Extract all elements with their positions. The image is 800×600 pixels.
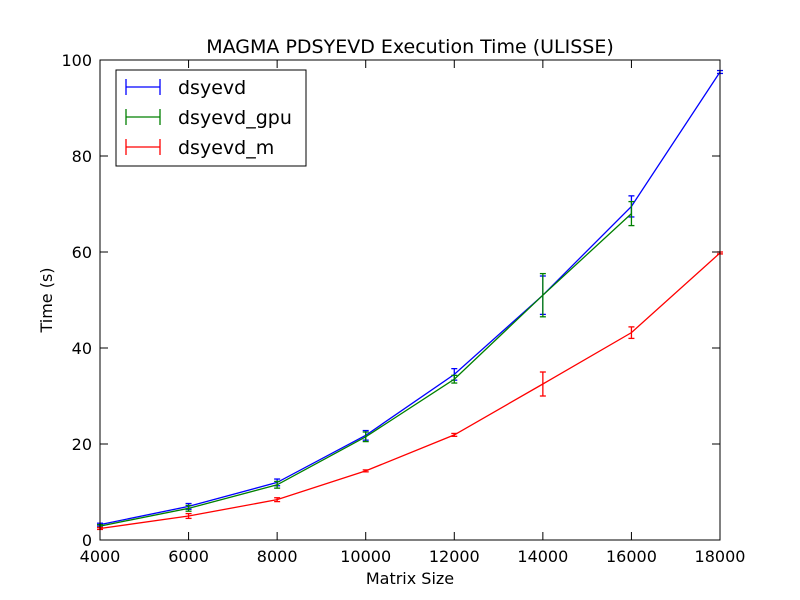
x-tick-label: 14000 [517,547,568,566]
x-tick-label: 12000 [429,547,480,566]
x-tick-label: 4000 [80,547,121,566]
y-tick-label: 60 [72,243,92,262]
chart-title: MAGMA PDSYEVD Execution Time (ULISSE) [206,36,614,58]
legend-item-dsyevd_m: dsyevd_m [125,137,274,159]
legend-frame [115,69,307,167]
error-bar-dsyevd_m-14000 [539,371,546,397]
legend: dsyevd dsyevd_gpu dsyevd_m [115,69,307,167]
error-bar-dsyevd_m-12000 [451,432,458,437]
legend-item-dsyevd_gpu: dsyevd_gpu [125,107,292,129]
series-line-dsyevd_m [99,252,721,530]
legend-item-dsyevd: dsyevd [125,77,246,99]
error-bar-dsyevd_gpu-14000 [539,272,546,318]
error-bar-dsyevd_m-8000 [274,497,281,503]
legend-label: dsyevd_m [178,137,274,159]
y-tick-label: 40 [72,339,92,358]
legend-label: dsyevd [178,77,246,99]
error-bar-dsyevd_gpu-10000 [362,431,369,443]
y-tick-label: 100 [61,51,92,70]
error-bar-dsyevd_gpu-12000 [451,374,458,384]
axis-ticks: 4000 6000 8000 10000 12000 14000 16000 18000 0 20… [61,51,745,566]
x-axis-title: Matrix Size [366,569,454,588]
error-bar-dsyevd_m-10000 [362,469,369,473]
x-tick-label: 18000 [695,547,746,566]
error-bar-dsyevd_m-6000 [185,512,192,520]
x-tick-label: 16000 [606,547,657,566]
y-axis-title: Time (s) [37,267,56,333]
error-bar-dsyevd_gpu-16000 [628,200,635,227]
y-tick-label: 20 [72,435,92,454]
x-tick-label: 10000 [340,547,391,566]
x-tick-label: 8000 [257,547,298,566]
y-tick-label: 0 [82,531,92,550]
legend-label: dsyevd_gpu [178,107,292,129]
series-line-dsyevd_gpu [99,213,632,527]
error-bar-dsyevd_m-16000 [628,326,635,340]
series-line-dsyevd [99,71,721,526]
error-bar-dsyevd_gpu-6000 [185,504,192,512]
error-bar-dsyevd_gpu-8000 [274,480,281,489]
plot-frame [99,59,721,541]
y-tick-label: 80 [72,147,92,166]
x-tick-label: 6000 [168,547,209,566]
